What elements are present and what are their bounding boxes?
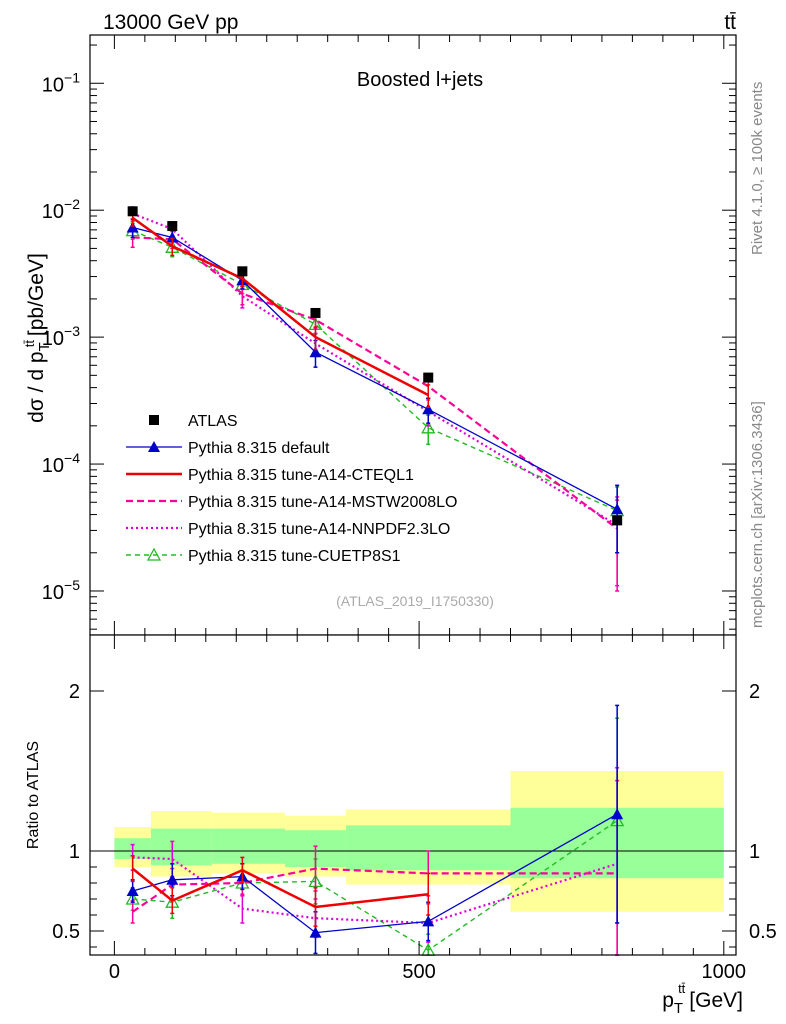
legend-marker — [146, 547, 162, 561]
main-series-layer — [125, 206, 625, 592]
data-point — [421, 420, 436, 434]
ratio-point — [166, 873, 179, 885]
plot-title: Boosted l+jets — [357, 69, 483, 91]
header-right: tt̄ — [724, 11, 736, 34]
y-tick-label-base: 10 — [42, 74, 64, 96]
series-line-nnpdf — [132, 212, 618, 527]
y-tick-label-base: 10 — [42, 328, 64, 350]
ratio-line-nnpdf — [132, 856, 618, 925]
source-label: mcplots.cern.ch [arXiv:1306.3436] — [749, 401, 766, 628]
ratio-point — [126, 885, 139, 896]
data-point-atlas — [612, 515, 623, 526]
legend-item-cuetp8s1: Pythia 8.315 tune-CUETP8S1 — [126, 547, 401, 565]
band-inner — [211, 828, 286, 864]
y-tick-label-exp: −1 — [64, 69, 80, 85]
legend-label: Pythia 8.315 default — [188, 440, 330, 457]
ratio-y-tick-label: 2 — [69, 681, 80, 703]
analysis-id: (ATLAS_2019_I1750330) — [336, 593, 494, 609]
y-axis-label-unit: [pb/GeV] — [25, 253, 48, 336]
header-left: 13000 GeV pp — [103, 11, 238, 34]
y-tick-label: 10−1 — [42, 69, 80, 96]
ratio-y-tick-label-right: 2 — [749, 681, 760, 703]
legend-item-nnpdf: Pythia 8.315 tune-A14-NNPDF2.3LO — [126, 521, 450, 538]
y-tick-label-base: 10 — [42, 582, 64, 604]
legend-label: Pythia 8.315 tune-CUETP8S1 — [188, 548, 401, 565]
legend-label: Pythia 8.315 tune-A14-CTEQL1 — [188, 467, 414, 484]
x-tick-label: 500 — [402, 961, 435, 983]
ratio-y-tick-label-right: 0.5 — [749, 921, 777, 943]
rivet-label: Rivet 4.1.0, ≥ 100k events — [749, 82, 766, 255]
x-axis-label-sup: tt̄ — [678, 981, 686, 996]
ratio-series-layer — [125, 704, 625, 956]
data-point-atlas — [423, 372, 434, 383]
legend-label: Pythia 8.315 tune-A14-NNPDF2.3LO — [188, 521, 450, 538]
main-axes: 10−510−410−310−210−1 — [42, 35, 736, 635]
y-tick-label-base: 10 — [42, 455, 64, 477]
x-axis-label: pTtt̄[GeV] — [662, 981, 743, 1017]
y-tick-label: 10−4 — [42, 450, 80, 477]
data-point — [166, 231, 179, 243]
legend-label: Pythia 8.315 tune-A14-MSTW2008LO — [188, 494, 457, 511]
legend-item-mstw: Pythia 8.315 tune-A14-MSTW2008LO — [126, 494, 457, 511]
series-atlas — [127, 206, 623, 526]
y-axis-label-sub: T — [36, 342, 53, 351]
data-point — [309, 346, 322, 358]
svg-text:dσ / d pTtt̄[pb/GeV]: dσ / d pTtt̄ [pb/GeV] — [22, 253, 53, 423]
y-tick-label-base: 10 — [42, 201, 64, 223]
data-point — [422, 403, 435, 415]
series-cteql1 — [130, 209, 431, 409]
x-tick-label: 1000 — [702, 961, 747, 983]
y-axis-label-sup: tt̄ — [22, 340, 37, 348]
ratio-frame — [89, 634, 737, 956]
y-tick-label: 10−5 — [42, 577, 80, 604]
x-tick-label: 0 — [109, 961, 120, 983]
y-tick-label-exp: −3 — [64, 323, 80, 339]
ratio-axes: 0.5 0.5 1 1 2 2 0 500 1000 — [52, 635, 777, 983]
legend-label: ATLAS — [188, 413, 238, 430]
data-point-atlas — [127, 206, 138, 217]
data-point — [611, 503, 624, 515]
y-tick-label-exp: −5 — [64, 577, 80, 593]
series-line-default — [132, 226, 618, 510]
y-axis-label-main: dσ / d p — [25, 351, 48, 422]
ratio-panel: 0.5 0.5 1 1 2 2 0 500 1000 Ratio to ATLAS pTtt̄[… — [25, 634, 777, 1017]
ratio-point — [309, 926, 322, 938]
data-point — [126, 221, 139, 233]
ratio-line-cuetp8s1 — [132, 820, 618, 952]
data-point-atlas — [167, 221, 178, 232]
y-tick-label: 10−3 — [42, 323, 80, 350]
ratio-line-default — [132, 813, 618, 934]
y-tick-label-exp: −2 — [64, 196, 80, 212]
legend: ATLAS Pythia 8.315 default Pythia 8.315 tu… — [126, 413, 457, 565]
data-point-atlas — [237, 266, 248, 277]
main-panel: 10−510−410−310−210−1 Boosted l+jets (ATL… — [22, 34, 737, 636]
ratio-series-cteql1 — [130, 855, 431, 927]
legend-marker — [149, 415, 159, 425]
y-tick-label-exp: −4 — [64, 450, 80, 466]
ratio-y-tick-label: 0.5 — [52, 921, 80, 943]
legend-marker — [148, 441, 160, 452]
ratio-line-mstw — [132, 867, 618, 913]
legend-item-cteql1: Pythia 8.315 tune-A14-CTEQL1 — [126, 467, 414, 484]
x-axis-label-main: p — [662, 989, 674, 1012]
x-axis-label-sub: T — [674, 1000, 683, 1017]
ratio-y-tick-label-right: 1 — [749, 841, 760, 863]
y-tick-label: 10−2 — [42, 196, 80, 223]
data-point-atlas — [310, 307, 321, 318]
ratio-point — [611, 808, 624, 820]
ratio-y-tick-label: 1 — [69, 841, 80, 863]
ratio-point — [422, 915, 435, 927]
x-axis-label-unit: [GeV] — [689, 989, 743, 1012]
series-line-cuetp8s1 — [132, 230, 618, 512]
y-axis-label: dσ / d pTtt̄ [pb/GeV] — [22, 253, 53, 423]
ratio-y-label: Ratio to ATLAS — [25, 741, 42, 849]
legend-item-default: Pythia 8.315 default — [126, 440, 330, 457]
band-inner — [150, 828, 212, 866]
legend-item-atlas: ATLAS — [149, 413, 238, 430]
